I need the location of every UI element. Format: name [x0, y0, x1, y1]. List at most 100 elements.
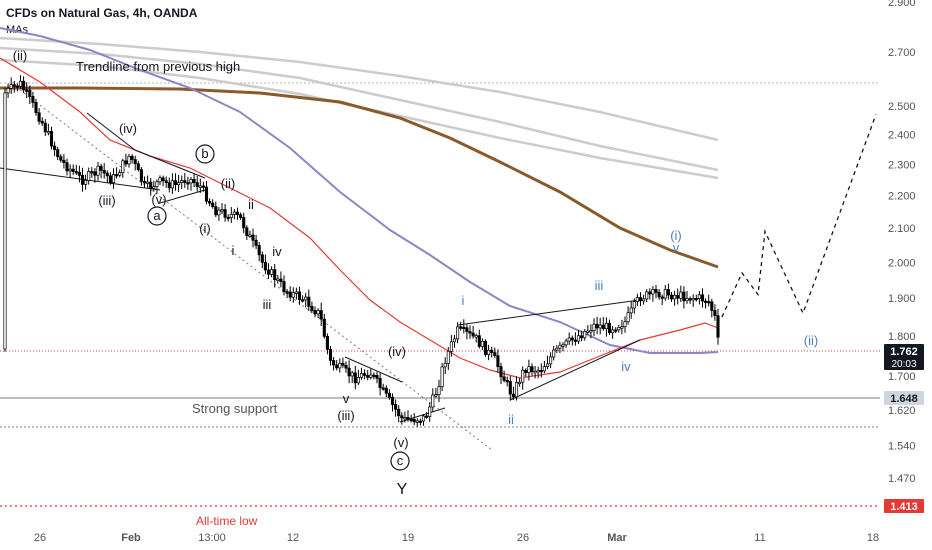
candle	[198, 178, 202, 193]
candle	[49, 126, 54, 150]
candle	[508, 375, 512, 401]
candle	[657, 289, 661, 300]
candle	[68, 164, 72, 178]
candle	[341, 357, 345, 368]
candle	[189, 176, 193, 191]
candle-body	[682, 291, 686, 302]
candle-body	[328, 349, 333, 361]
candle-body	[142, 180, 147, 184]
candle-body	[558, 344, 562, 349]
candle	[9, 77, 13, 94]
y-tick-label: 2.300	[888, 159, 916, 171]
candle-body	[37, 112, 41, 122]
candle	[285, 288, 289, 299]
candle	[536, 366, 540, 379]
candle	[353, 365, 357, 390]
candle-body	[688, 298, 692, 301]
wave-label: iii	[595, 278, 604, 293]
candle	[173, 173, 178, 191]
candle	[623, 316, 627, 333]
candle-body	[291, 292, 295, 298]
candle-body	[452, 338, 457, 343]
candle	[589, 324, 593, 339]
candle-body	[164, 180, 168, 183]
candle-body	[18, 80, 23, 87]
candle	[406, 410, 410, 422]
candle	[635, 293, 639, 307]
x-tick-label: 26	[34, 532, 46, 544]
candle-body	[102, 169, 106, 174]
candle	[297, 286, 302, 305]
candle-body	[226, 216, 230, 220]
candle	[654, 285, 658, 299]
candle	[524, 368, 528, 377]
candle	[254, 235, 258, 250]
candle	[449, 335, 453, 357]
y-tick-label: 2.700	[888, 47, 916, 59]
candle	[694, 294, 698, 302]
price-label-value: 1.648	[890, 393, 918, 405]
candle	[170, 173, 174, 194]
wave-label: (ii)	[13, 48, 27, 63]
candle-body	[111, 174, 116, 183]
candle-body	[155, 181, 159, 187]
candle-body	[648, 291, 652, 295]
candle-body	[214, 206, 218, 216]
candle	[567, 332, 571, 345]
candle-body	[49, 131, 54, 147]
candle	[573, 332, 577, 346]
candle	[530, 363, 534, 376]
candle	[161, 175, 165, 187]
candle	[294, 287, 298, 300]
wave-label: (iii)	[337, 408, 354, 423]
candle-body	[183, 180, 187, 183]
candle	[375, 371, 379, 384]
candle-body	[322, 318, 326, 337]
candle-body	[539, 370, 543, 373]
candle	[555, 345, 559, 353]
wave-label: (ii)	[804, 333, 818, 348]
candle	[251, 228, 255, 248]
candle-body	[108, 175, 112, 183]
candle-body	[62, 159, 66, 164]
candle	[716, 308, 720, 345]
candle-body	[335, 364, 339, 369]
candle	[273, 264, 277, 288]
candle-body	[260, 254, 264, 263]
candle-body	[316, 310, 320, 315]
candle	[465, 324, 469, 340]
candle	[474, 333, 478, 343]
candle-body	[403, 417, 407, 420]
candle-body	[347, 367, 351, 377]
candle-body	[31, 96, 35, 103]
candle	[310, 301, 314, 314]
y-tick-label: 1.540	[888, 440, 916, 452]
candle	[65, 158, 69, 176]
candle	[539, 363, 543, 378]
candle-body	[356, 376, 360, 384]
candle-body	[673, 294, 677, 300]
y-tick-label: 2.200	[888, 191, 916, 203]
candle-body	[477, 335, 481, 347]
symbol-title: CFDs on Natural Gas, 4h, OANDA	[6, 6, 198, 20]
candle	[434, 387, 438, 398]
candle	[400, 412, 404, 425]
price-label-time: 20:03	[891, 359, 916, 370]
candle-body	[192, 179, 196, 183]
x-tick-label: 19	[402, 532, 414, 544]
candle-body	[679, 291, 683, 299]
candle-body	[530, 366, 534, 372]
candle	[387, 389, 391, 400]
candle	[242, 212, 246, 234]
wave-label: (v)	[393, 435, 408, 450]
wave-label-circle	[195, 144, 215, 164]
candle	[378, 373, 382, 396]
x-tick-label: 11	[754, 532, 765, 544]
candle	[108, 172, 112, 185]
candle	[282, 275, 286, 296]
x-tick-label: 12	[287, 532, 299, 544]
candle-body	[127, 155, 131, 165]
candle-body	[493, 352, 497, 357]
candle	[483, 339, 488, 357]
